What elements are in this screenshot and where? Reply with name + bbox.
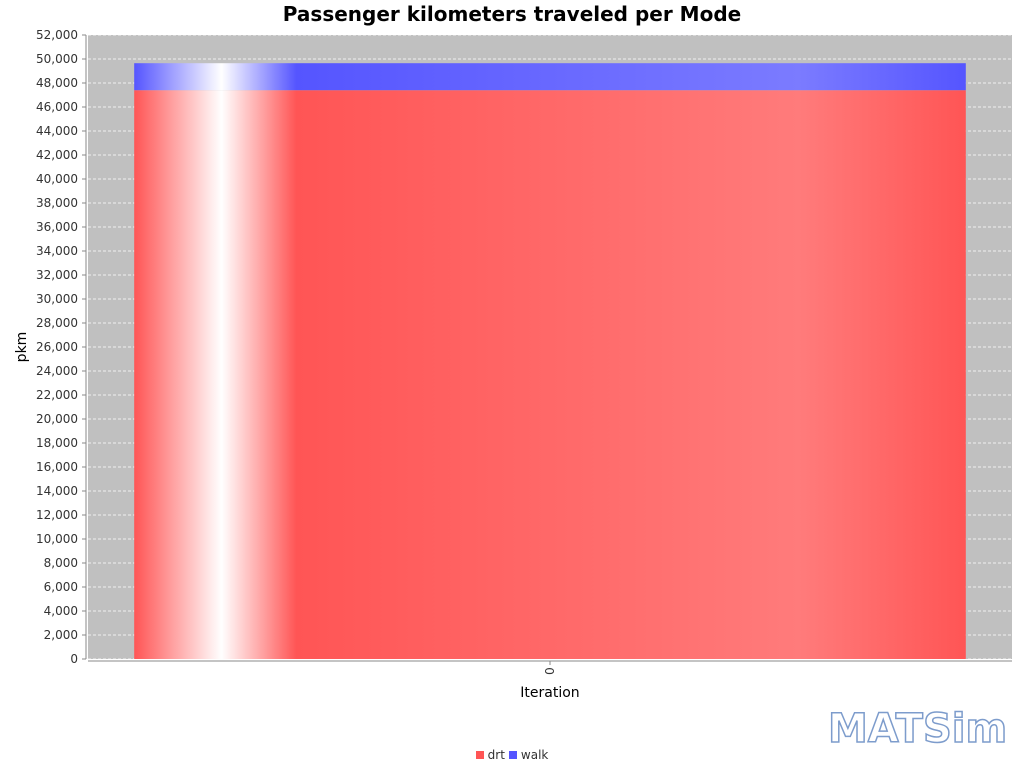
- y-tick-label: 20,000: [36, 412, 78, 426]
- y-tick-label: 0: [70, 652, 78, 666]
- y-tick-label: 4,000: [44, 604, 78, 618]
- y-tick-label: 44,000: [36, 124, 78, 138]
- y-tick-label: 26,000: [36, 340, 78, 354]
- bar-drt-0: [134, 90, 966, 659]
- y-tick-labels: 0 2,000 4,000 6,000 8,000 10,000 12,000 14,000 1…: [36, 28, 86, 666]
- y-tick-label: 8,000: [44, 556, 78, 570]
- y-tick-label: 22,000: [36, 388, 78, 402]
- y-tick-label: 46,000: [36, 100, 78, 114]
- x-tick-labels: 0: [543, 661, 557, 675]
- y-tick-label: 52,000: [36, 28, 78, 42]
- y-tick-label: 30,000: [36, 292, 78, 306]
- x-tick-label: 0: [543, 667, 557, 675]
- y-tick-label: 24,000: [36, 364, 78, 378]
- y-tick-label: 16,000: [36, 460, 78, 474]
- legend-swatch: [475, 751, 484, 759]
- legend-label: drt: [487, 748, 505, 762]
- y-axis-label: pkm: [14, 332, 30, 363]
- y-tick-label: 28,000: [36, 316, 78, 330]
- y-tick-label: 50,000: [36, 52, 78, 66]
- legend-label: walk: [520, 748, 549, 762]
- y-tick-label: 10,000: [36, 532, 78, 546]
- y-tick-label: 6,000: [44, 580, 78, 594]
- y-tick-label: 48,000: [36, 76, 78, 90]
- x-axis-label: Iteration: [520, 685, 579, 701]
- y-tick-label: 32,000: [36, 268, 78, 282]
- chart-title: Passenger kilometers traveled per Mode: [282, 2, 742, 26]
- legend-item-walk: walk: [508, 748, 549, 762]
- matsim-logo: MATSim: [826, 704, 1008, 753]
- y-tick-label: 38,000: [36, 196, 78, 210]
- y-tick-label: 2,000: [44, 628, 78, 642]
- bars: [134, 63, 966, 659]
- y-tick-label: 12,000: [36, 508, 78, 522]
- legend-item-drt: drt: [475, 748, 505, 762]
- legend: drt walk: [0, 748, 1024, 762]
- y-tick-label: 34,000: [36, 244, 78, 258]
- y-tick-label: 14,000: [36, 484, 78, 498]
- bar-walk-0: [134, 63, 966, 91]
- y-tick-label: 36,000: [36, 220, 78, 234]
- y-tick-label: 42,000: [36, 148, 78, 162]
- y-tick-label: 40,000: [36, 172, 78, 186]
- legend-swatch: [508, 751, 517, 759]
- svg-text:MATSim: MATSim: [828, 706, 1006, 748]
- y-tick-label: 18,000: [36, 436, 78, 450]
